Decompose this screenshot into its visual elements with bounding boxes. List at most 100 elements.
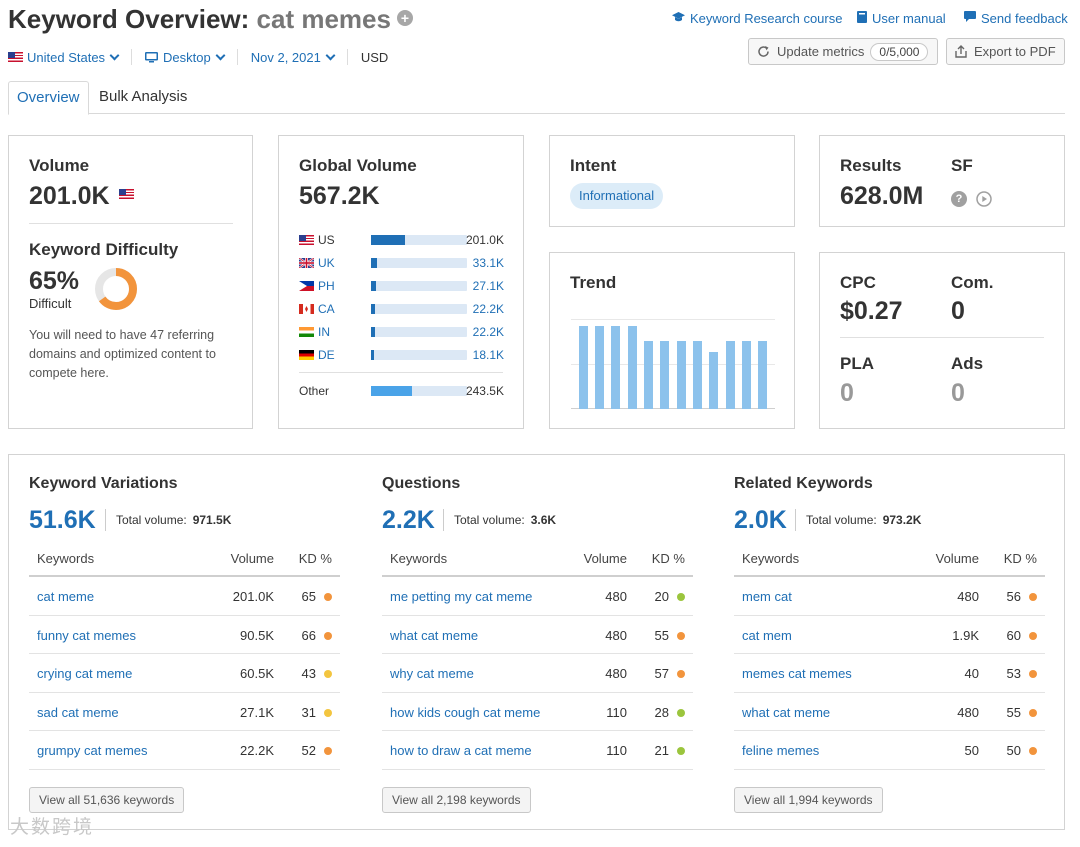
- cpc-title: CPC: [840, 273, 876, 292]
- send-feedback-link[interactable]: Send feedback: [964, 11, 1068, 26]
- trend-card: Trend: [549, 252, 795, 429]
- keyword-link[interactable]: cat meme: [37, 589, 95, 604]
- row-volume: 27.1K: [240, 704, 274, 720]
- row-kd: 50: [1006, 743, 1021, 758]
- variations-total: Total volume: 971.5K: [116, 513, 231, 527]
- kd-dot: [677, 593, 685, 601]
- export-pdf-button[interactable]: Export to PDF: [946, 38, 1065, 65]
- country-row-uk[interactable]: UK 33.1K: [299, 254, 504, 272]
- col-volume: Volume: [230, 551, 274, 566]
- other-volume: 243.5K: [465, 384, 504, 398]
- device-select[interactable]: Desktop: [145, 50, 226, 65]
- kd-title: Keyword Difficulty: [29, 240, 179, 259]
- country-row-in[interactable]: IN 22.2K: [299, 323, 504, 341]
- trend-bar: [660, 340, 670, 409]
- divider: [105, 509, 106, 531]
- country-code: US: [318, 233, 335, 247]
- kd-dot: [1029, 593, 1037, 601]
- keyword-link[interactable]: mem cat: [742, 589, 792, 604]
- row-volume: 110: [606, 743, 627, 758]
- volume-value-text: 201.0K: [29, 182, 110, 210]
- in-flag-icon: [299, 327, 314, 337]
- table-header: Keywords Volume KD %: [734, 539, 1045, 577]
- row-volume: 90.5K: [240, 627, 274, 643]
- ads-title: Ads: [951, 354, 984, 373]
- divider: [299, 372, 503, 373]
- kd-dot: [1029, 670, 1037, 678]
- trend-bar: [709, 352, 719, 409]
- tab-bulk-analysis[interactable]: Bulk Analysis: [99, 88, 188, 105]
- keyword-link[interactable]: what cat meme: [390, 627, 479, 643]
- col-kd: KD %: [298, 551, 332, 566]
- country-code: DE: [318, 348, 335, 362]
- view-all-related-button[interactable]: View all 1,994 keywords: [734, 787, 883, 813]
- country-code: IN: [318, 325, 330, 339]
- country-row-ph[interactable]: PH 27.1K: [299, 277, 504, 295]
- intent-badge: Informational: [570, 183, 664, 209]
- questions-count[interactable]: 2.2K: [382, 506, 435, 534]
- keyword-link[interactable]: sad cat meme: [37, 704, 119, 720]
- keyword-research-course-link[interactable]: Keyword Research course: [672, 11, 842, 26]
- country-volume[interactable]: 27.1K: [472, 279, 504, 293]
- country-row-ca[interactable]: CA 22.2K: [299, 300, 504, 318]
- variations-count[interactable]: 51.6K: [29, 506, 96, 534]
- keyword-link[interactable]: how to draw a cat meme: [390, 743, 532, 758]
- graduation-cap-icon: [672, 11, 685, 26]
- keyword-link[interactable]: me petting my cat meme: [390, 589, 533, 604]
- table-row: how to draw a cat meme 110 21: [382, 731, 693, 770]
- related-count[interactable]: 2.0K: [734, 506, 787, 534]
- trend-bar: [676, 340, 686, 409]
- keyword-link[interactable]: feline memes: [742, 743, 820, 758]
- export-icon: [955, 45, 967, 58]
- tab-overview[interactable]: Overview: [8, 81, 89, 115]
- keyword-link[interactable]: grumpy cat memes: [37, 743, 148, 758]
- results-card: Results 628.0M SF ?: [819, 135, 1065, 227]
- keyword-link[interactable]: memes cat memes: [742, 666, 852, 681]
- add-to-list-plus-icon[interactable]: +: [396, 10, 413, 27]
- global-volume-value: 567.2K: [299, 182, 380, 210]
- country-row-de[interactable]: DE 18.1K: [299, 346, 504, 364]
- date-select[interactable]: Nov 2, 2021: [251, 50, 336, 65]
- global-volume-title: Global Volume: [299, 156, 417, 175]
- user-manual-link[interactable]: User manual: [857, 11, 946, 26]
- country-share-fill: [371, 281, 376, 291]
- chevron-down-icon: [325, 50, 336, 60]
- table-row: grumpy cat memes 22.2K 52: [29, 731, 340, 770]
- keyword-link[interactable]: cat mem: [742, 627, 792, 643]
- keyword-link[interactable]: how kids cough cat meme: [390, 704, 541, 720]
- view-all-variations-button[interactable]: View all 51,636 keywords: [29, 787, 185, 813]
- country-select[interactable]: United States: [8, 50, 120, 65]
- country-volume[interactable]: 22.2K: [472, 325, 504, 339]
- country-share-fill: [371, 304, 375, 314]
- filters-bar: United States Desktop Nov 2, 2021 USD: [8, 49, 388, 65]
- chat-bubble-icon: [964, 11, 976, 26]
- divider: [131, 49, 133, 65]
- divider: [236, 49, 238, 65]
- country-row-us[interactable]: US 201.0K: [299, 231, 504, 249]
- question-icon[interactable]: ?: [951, 191, 967, 207]
- country-volume[interactable]: 22.2K: [472, 302, 504, 316]
- row-volume: 22.2K: [240, 743, 274, 758]
- keyword-link[interactable]: funny cat memes: [37, 627, 136, 643]
- table-row: funny cat memes 90.5K 66: [29, 616, 340, 654]
- related-table: Keywords Volume KD % mem cat 480 56 cat me…: [734, 539, 1045, 770]
- keyword-link[interactable]: what cat meme: [742, 704, 831, 720]
- related-title: Related Keywords: [734, 475, 873, 492]
- country-share-bar: [371, 304, 467, 314]
- currency-label: USD: [360, 49, 389, 65]
- update-metrics-button[interactable]: Update metrics 0/5,000: [748, 38, 938, 65]
- country-share-fill: [371, 235, 405, 245]
- trend-bar: [742, 340, 751, 409]
- country-volume[interactable]: 33.1K: [472, 256, 504, 270]
- country-volume[interactable]: 18.1K: [472, 348, 504, 362]
- us-flag-icon: [8, 52, 23, 62]
- keyword-link[interactable]: crying cat meme: [37, 666, 133, 681]
- page-title: Keyword Overview: cat memes +: [8, 4, 413, 35]
- divider: [443, 509, 444, 531]
- table-header: Keywords Volume KD %: [382, 539, 693, 577]
- video-play-icon[interactable]: [976, 191, 992, 207]
- kd-donut-chart: [95, 268, 137, 310]
- view-all-questions-button[interactable]: View all 2,198 keywords: [382, 787, 531, 813]
- table-row: sad cat meme 27.1K 31: [29, 693, 340, 731]
- keyword-link[interactable]: why cat meme: [390, 666, 474, 681]
